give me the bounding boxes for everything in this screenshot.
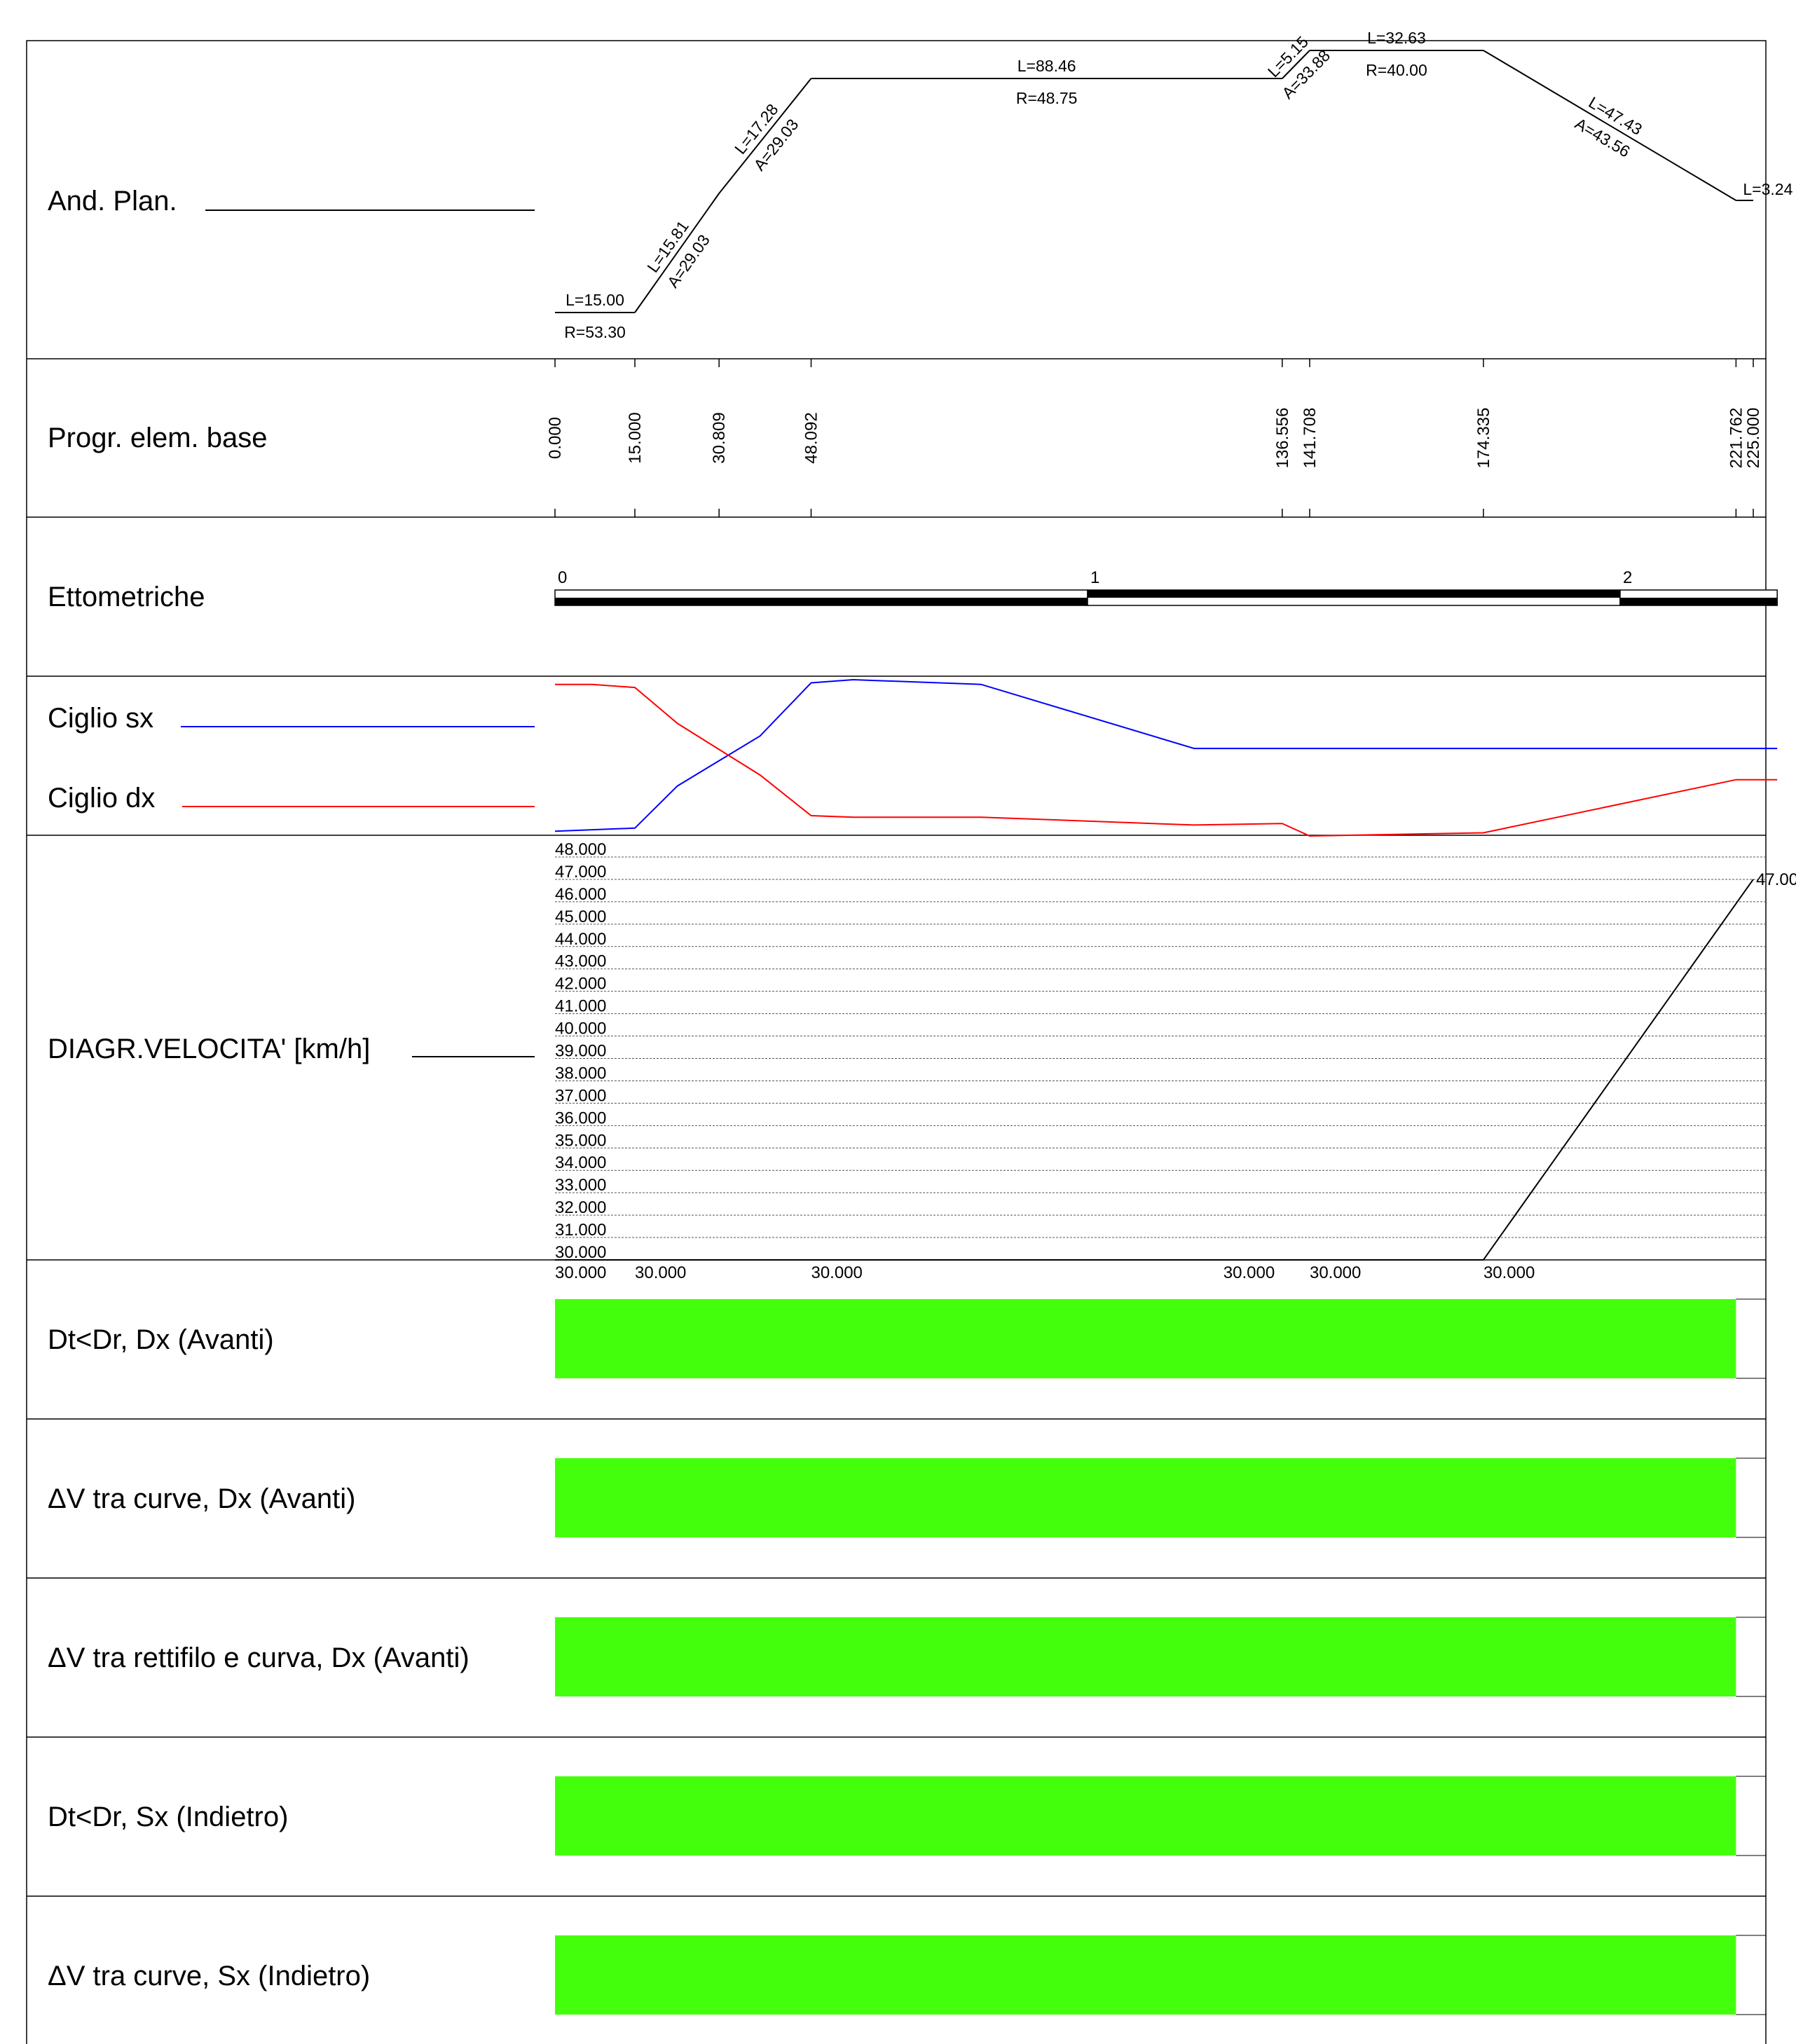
speed-value-label: 30.000 [635,1263,686,1282]
row-label-ciglio-dx: Ciglio dx [48,783,155,814]
progr-label: 48.092 [802,412,821,463]
speed-ytick-label: 36.000 [555,1109,606,1127]
speed-ytick-label: 47.000 [555,863,606,882]
row-label-progr: Progr. elem. base [48,423,268,453]
speed-ytick-label: 31.000 [555,1221,606,1240]
hecto-label: 0 [558,568,567,587]
plan-length-label: L=3.24 [1743,180,1792,198]
plan-element-3 [718,78,812,194]
speed-end-label: 47.00 [1756,870,1796,889]
row-label-ettometriche: Ettometriche [48,582,205,612]
speed-line [555,879,1754,1261]
progr-label: 15.000 [626,412,645,463]
speed-ytick-label: 45.000 [555,907,606,926]
speed-ytick-label: 32.000 [555,1198,606,1217]
speed-value-label: 30.000 [1223,1263,1275,1282]
hecto-segment-fill [555,598,1088,605]
speed-ytick-label: 30.000 [555,1243,606,1262]
plan-param-label: R=40.00 [1366,61,1427,79]
progr-label: 174.335 [1474,408,1493,469]
speed-ytick-label: 35.000 [555,1131,606,1150]
speed-diagram: 30.000 31.000 32.000 33.000 34.000 35.000 36.0… [555,840,1796,1282]
progr-label: 30.809 [710,412,729,463]
check-bar-4 [555,1776,1736,1856]
speed-ytick-label: 41.000 [555,997,606,1016]
speed-ytick-label: 44.000 [555,930,606,949]
speed-ytick-label: 43.000 [555,952,606,971]
check-bar-tail-3 [1736,1617,1767,1697]
speed-value-label: 30.000 [555,1263,606,1282]
check-bar-2 [555,1458,1736,1537]
progressive-marks: 0.000 15.000 30.809 48.092 136.556 141.708 174… [546,359,1763,517]
speed-ytick-label: 33.000 [555,1176,606,1195]
hecto-segment-fill [1620,598,1778,605]
speed-ytick-label: 38.000 [555,1064,606,1083]
plan-element-5 [1282,50,1310,79]
progr-label: 221.762 [1727,408,1746,469]
plan-length-label: L=15.00 [565,291,624,309]
speed-ytick-label: 40.000 [555,1020,606,1038]
hecto-label: 2 [1623,568,1632,587]
row-labels: And. Plan. Progr. elem. base Ettometrich… [48,186,535,1991]
plan-param-label: R=48.75 [1016,89,1078,107]
plan-length-label: L=32.63 [1367,29,1426,47]
speed-ytick-label: 34.000 [555,1153,606,1172]
row-label-and-plan: And. Plan. [48,186,177,217]
hecto-label: 1 [1090,568,1099,587]
plan-element-7 [1483,50,1736,201]
plan-element-2 [634,193,720,313]
check-bar-tail-2 [1736,1457,1767,1538]
row-label-check-4: Dt<Dr, Sx (Indietro) [48,1802,288,1832]
check-bar-tail-5 [1736,1935,1767,2015]
check-bar-3 [555,1617,1736,1696]
plan-length-label: L=88.46 [1017,57,1076,75]
hectometric-scale: 0 1 2 [554,568,1778,606]
speed-ytick-label: 39.000 [555,1042,606,1061]
check-bars [555,1298,1767,2015]
speed-ytick-label: 42.000 [555,975,606,994]
row-label-check-1: Dt<Dr, Dx (Avanti) [48,1324,274,1355]
ciglio-sx-line [554,678,1778,832]
speed-ytick-label: 37.000 [555,1086,606,1105]
speed-value-label: 30.000 [1483,1263,1535,1282]
ciglio-diagram [554,678,1778,837]
row-label-check-3: ΔV tra rettifilo e curva, Dx (Avanti) [48,1642,469,1673]
row-label-check-5: ΔV tra curve, Sx (Indietro) [48,1961,370,1991]
hecto-segment-fill [1088,590,1620,598]
progr-label: 141.708 [1301,408,1319,469]
speed-ytick-label: 46.000 [555,885,606,904]
check-bar-5 [555,1935,1736,2015]
speed-value-label: 30.000 [811,1263,862,1282]
check-bar-tail-1 [1736,1298,1767,1379]
speed-value-label: 30.000 [1310,1263,1361,1282]
check-bar-1 [555,1299,1736,1378]
plan-param-label: R=53.30 [564,323,626,341]
progr-label: 0.000 [546,417,565,459]
progr-label: 225.000 [1744,408,1763,469]
ciglio-dx-line [555,683,1778,837]
check-bar-tail-4 [1736,1776,1767,1856]
progr-label: 136.556 [1273,408,1292,469]
row-label-ciglio-sx: Ciglio sx [48,703,153,734]
plan-alignment: L=15.00R=53.30L=15.81A=29.03L=17.28A=29.… [555,29,1793,341]
speed-ytick-label: 48.000 [555,840,606,859]
row-label-speed: DIAGR.VELOCITA' [km/h] [48,1034,370,1064]
row-label-check-2: ΔV tra curve, Dx (Avanti) [48,1483,355,1514]
